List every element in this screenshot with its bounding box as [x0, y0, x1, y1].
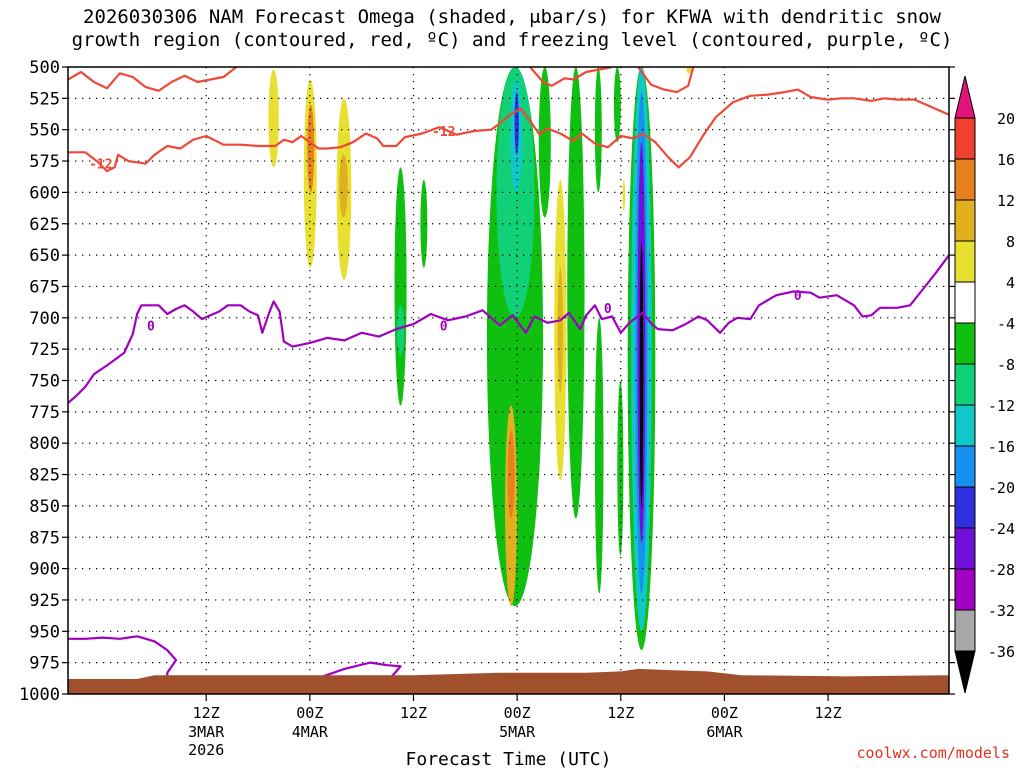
contour-label-2: 0	[147, 319, 155, 334]
colorbar-label-8: -4	[997, 315, 1015, 333]
y-tick-label-800: 800	[29, 434, 60, 454]
colorbar-label-2: -28	[988, 561, 1015, 579]
chart-title: 2026030306 NAM Forecast Omega (shaded, μ…	[0, 6, 1024, 52]
y-tick-label-1000: 1000	[19, 685, 60, 705]
colorbar-label-5: -16	[988, 438, 1015, 456]
colorbar-label-13: 20	[997, 110, 1015, 128]
colorbar-label-6: -12	[988, 397, 1015, 415]
y-tick-label-850: 850	[29, 497, 60, 517]
colorbar-label-9: 4	[1006, 274, 1015, 292]
colorbar-label-11: 12	[997, 192, 1015, 210]
y-tick-label-975: 975	[29, 654, 60, 674]
omega-shade-13	[507, 430, 515, 519]
omega-shade-14	[538, 67, 551, 218]
colorbar-swatch-11	[954, 158, 976, 201]
colorbar-label-10: 8	[1006, 233, 1015, 251]
x-tick-label-54-l1: 12Z	[607, 704, 634, 722]
x-tick-label-30-l1: 12Z	[400, 704, 427, 722]
colorbar-swatch-7	[954, 322, 976, 365]
omega-shade-16	[557, 267, 563, 394]
colorbar-swatch-0	[954, 609, 976, 652]
colorbar-max-arrow	[954, 75, 976, 119]
plot-area: -12 -12 0 0 0 0	[68, 67, 949, 694]
omega-shade-21	[617, 380, 624, 557]
colorbar-label-4: -20	[988, 479, 1015, 497]
title-line-2: growth region (contoured, red, ºC) and f…	[71, 29, 953, 51]
y-tick-label-600: 600	[29, 183, 60, 203]
credit-link[interactable]: coolwx.com/models	[856, 744, 1010, 762]
x-tick-label-42-l2: 5MAR	[499, 723, 536, 741]
terrain-fill	[68, 668, 949, 694]
omega-shade-4	[339, 154, 348, 218]
y-tick-label-625: 625	[29, 215, 60, 235]
contour-label-4: 0	[604, 302, 612, 317]
x-tick-label-78-l1: 12Z	[815, 704, 842, 722]
y-tick-label-750: 750	[29, 372, 60, 392]
y-tick-label-525: 525	[29, 89, 60, 109]
omega-shade-19	[594, 317, 604, 594]
y-tick-label-900: 900	[29, 560, 60, 580]
colorbar-swatch-4	[954, 445, 976, 488]
omega-shade-7	[420, 179, 428, 268]
contour-label-1: -12	[432, 125, 455, 140]
colorbar-swatch-12	[954, 117, 976, 160]
colorbar-swatch-1	[954, 568, 976, 611]
x-tick-label-6-l2: 3MAR	[188, 723, 225, 741]
contour-label-0: -12	[89, 158, 112, 173]
omega-shade-20	[613, 67, 621, 143]
colorbar-label-1: -32	[988, 602, 1015, 620]
colorbar-label-0: -36	[988, 643, 1015, 661]
colorbar-label-7: -8	[997, 356, 1015, 374]
y-tick-label-550: 550	[29, 121, 60, 141]
omega-shade-26	[639, 242, 644, 506]
contour-line-0	[68, 67, 238, 92]
omega-shade-17	[567, 67, 585, 519]
colorbar-min-arrow	[954, 650, 976, 694]
y-tick-label-825: 825	[29, 466, 60, 486]
contour-line-3	[637, 67, 695, 94]
omega-shade-2	[307, 104, 315, 193]
x-tick-label-18-l1: 00Z	[296, 704, 323, 722]
y-tick-label-500: 500	[29, 58, 60, 78]
x-tick-label-66-l2: 6MAR	[706, 723, 743, 741]
x-tick-label-6-l3: 2026	[188, 741, 224, 759]
contour-line-2	[529, 67, 613, 87]
x-tick-label-42-l1: 00Z	[504, 704, 531, 722]
y-tick-label-675: 675	[29, 277, 60, 297]
contour-line-4	[68, 254, 949, 404]
omega-shade-28	[686, 67, 692, 74]
omega-shade-6	[397, 305, 404, 356]
y-tick-label-650: 650	[29, 246, 60, 266]
y-tick-label-775: 775	[29, 403, 60, 423]
contour-label-5: 0	[794, 289, 802, 304]
colorbar-swatch-3	[954, 486, 976, 529]
title-line-1: 2026030306 NAM Forecast Omega (shaded, μ…	[83, 6, 941, 28]
colorbar-swatch-9	[954, 240, 976, 283]
contour-label-3: 0	[440, 319, 448, 334]
colorbar-swatch-8	[954, 281, 976, 324]
y-tick-label-875: 875	[29, 528, 60, 548]
colorbar-swatch-5	[954, 404, 976, 447]
x-tick-label-6-l1: 12Z	[193, 704, 220, 722]
colorbar-label-3: -24	[988, 520, 1015, 538]
x-tick-label-18-l2: 4MAR	[292, 723, 329, 741]
omega-shade-9	[496, 67, 535, 318]
x-axis-label: Forecast Time (UTC)	[406, 749, 612, 768]
omega-shade-27	[622, 179, 626, 212]
x-tick-label-66-l1: 00Z	[711, 704, 738, 722]
y-tick-label-700: 700	[29, 309, 60, 329]
contour-line-1	[68, 88, 949, 173]
colorbar-swatch-10	[954, 199, 976, 242]
omega-shade-5	[394, 167, 407, 406]
contour-line-6	[300, 661, 402, 684]
colorbar-swatch-6	[954, 363, 976, 406]
colorbar-label-12: 16	[997, 151, 1015, 169]
y-tick-label-925: 925	[29, 591, 60, 611]
y-tick-label-725: 725	[29, 340, 60, 360]
colorbar-swatch-2	[954, 527, 976, 570]
omega-shade-0	[268, 69, 279, 168]
y-tick-label-950: 950	[29, 622, 60, 642]
y-tick-label-575: 575	[29, 152, 60, 172]
